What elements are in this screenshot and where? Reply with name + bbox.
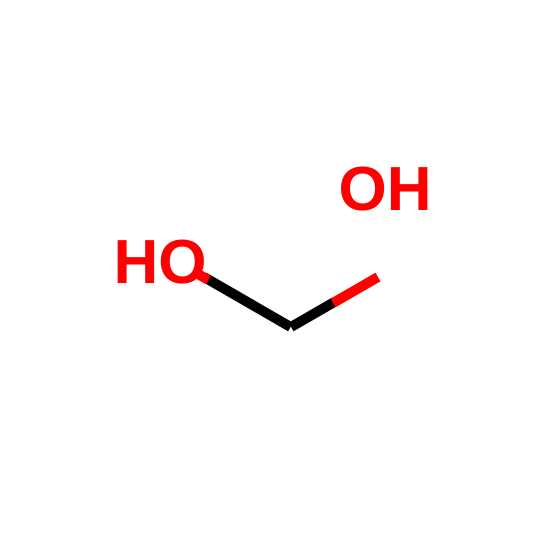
bond-c-c-center <box>289 298 337 332</box>
bond-c-o-right <box>331 273 381 308</box>
molecule-diagram: HO OH <box>0 0 533 533</box>
hydroxyl-left-label: HO <box>114 232 207 294</box>
bond-c-o-left <box>202 273 294 332</box>
hydroxyl-right-label: OH <box>339 159 432 221</box>
